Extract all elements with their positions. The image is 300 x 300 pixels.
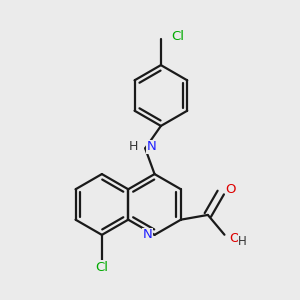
- Text: N: N: [147, 140, 157, 153]
- Text: O: O: [225, 183, 236, 196]
- Text: H: H: [129, 140, 139, 153]
- Text: N: N: [142, 228, 152, 242]
- Text: O: O: [229, 232, 239, 245]
- Text: Cl: Cl: [95, 261, 108, 274]
- Text: Cl: Cl: [172, 30, 184, 43]
- Text: H: H: [238, 235, 247, 248]
